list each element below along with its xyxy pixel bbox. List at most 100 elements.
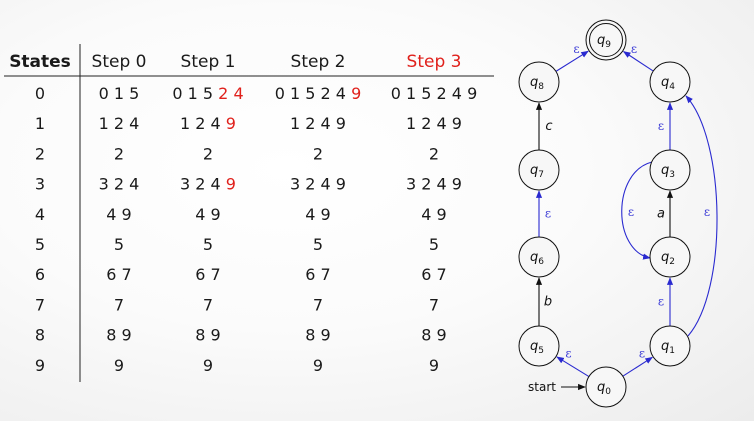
transition-label: ε bbox=[545, 207, 551, 221]
state-circle bbox=[649, 149, 691, 191]
state-circle bbox=[585, 366, 627, 408]
closure-cell: 5 bbox=[313, 235, 323, 254]
element: 8 9 bbox=[305, 326, 330, 345]
closure-cell: 5 bbox=[114, 235, 124, 254]
element: 1 2 4 9 bbox=[406, 114, 462, 133]
element: 3 2 4 bbox=[99, 175, 140, 194]
closure-cell: 4 9 bbox=[106, 205, 131, 224]
element: 8 9 bbox=[195, 326, 220, 345]
transition-edge bbox=[622, 51, 654, 72]
closure-cell: 0 1 5 2 4 9 bbox=[391, 84, 478, 103]
transition-label: ε bbox=[631, 42, 637, 56]
element: 0 1 5 2 4 bbox=[275, 84, 351, 103]
closure-cell: 3 2 4 9 bbox=[180, 175, 236, 194]
transition-label: ε bbox=[704, 205, 710, 219]
closure-cell: 8 9 bbox=[305, 326, 330, 345]
state-label: q0 bbox=[597, 380, 611, 397]
state-node-q7: q7 bbox=[518, 149, 560, 191]
state-label: q4 bbox=[661, 75, 675, 92]
state-circle bbox=[518, 236, 560, 278]
closure-cell: 7 bbox=[429, 295, 439, 314]
closure-cell: 0 1 5 bbox=[99, 84, 140, 103]
state-node-q1: q1 bbox=[649, 325, 691, 367]
state-cell: 8 bbox=[35, 326, 45, 345]
element: 7 bbox=[429, 295, 439, 314]
state-label: q3 bbox=[661, 163, 675, 180]
element: 4 9 bbox=[305, 205, 330, 224]
transition-edge bbox=[555, 50, 589, 72]
element: 9 bbox=[114, 356, 124, 375]
closure-cell: 9 bbox=[313, 356, 323, 375]
state-cell: 3 bbox=[35, 175, 45, 194]
element: 8 9 bbox=[106, 326, 131, 345]
new-element: 9 bbox=[226, 175, 236, 194]
column-header: States bbox=[9, 52, 71, 72]
closure-cell: 7 bbox=[313, 295, 323, 314]
state-label: q8 bbox=[530, 75, 544, 92]
element: 7 bbox=[313, 295, 323, 314]
accepting-ring bbox=[589, 23, 623, 57]
element: 2 bbox=[313, 144, 323, 163]
element: 7 bbox=[203, 295, 213, 314]
transition-label: ε bbox=[628, 205, 634, 219]
closure-cell: 8 9 bbox=[195, 326, 220, 345]
transition-label: c bbox=[545, 119, 552, 134]
start-label: start bbox=[528, 380, 556, 394]
element: 8 9 bbox=[421, 326, 446, 345]
closure-cell: 7 bbox=[114, 295, 124, 314]
closure-cell: 8 9 bbox=[106, 326, 131, 345]
state-node-q0: q0 bbox=[585, 366, 627, 408]
new-element: 9 bbox=[226, 114, 236, 133]
closure-cell: 7 bbox=[203, 295, 213, 314]
new-element: 2 4 bbox=[218, 84, 243, 103]
column-header: Step 2 bbox=[291, 52, 346, 72]
state-node-q9: q9 bbox=[585, 19, 627, 61]
closure-cell: 9 bbox=[203, 356, 213, 375]
closure-cell: 1 2 4 9 bbox=[290, 114, 346, 133]
element: 5 bbox=[429, 235, 439, 254]
element: 6 7 bbox=[421, 265, 446, 284]
state-node-q6: q6 bbox=[518, 236, 560, 278]
closure-cell: 2 bbox=[114, 144, 124, 163]
closure-cell: 2 bbox=[429, 144, 439, 163]
element: 9 bbox=[429, 356, 439, 375]
closure-cell: 1 2 4 9 bbox=[406, 114, 462, 133]
closure-cell: 6 7 bbox=[195, 265, 220, 284]
element: 7 bbox=[114, 295, 124, 314]
state-node-q5: q5 bbox=[518, 325, 560, 367]
state-cell: 0 bbox=[35, 84, 45, 103]
closure-cell: 8 9 bbox=[421, 326, 446, 345]
state-circle bbox=[518, 149, 560, 191]
element: 2 bbox=[429, 144, 439, 163]
element: 4 9 bbox=[106, 205, 131, 224]
state-circle bbox=[518, 61, 560, 103]
element: 2 bbox=[114, 144, 124, 163]
element: 6 7 bbox=[195, 265, 220, 284]
state-label: q6 bbox=[530, 250, 544, 267]
state-cell: 9 bbox=[35, 356, 45, 375]
state-circle bbox=[649, 325, 691, 367]
transition-edge bbox=[556, 356, 590, 378]
closure-cell: 9 bbox=[429, 356, 439, 375]
closure-cell: 0 1 5 2 4 bbox=[172, 84, 243, 103]
element: 9 bbox=[313, 356, 323, 375]
element: 6 7 bbox=[305, 265, 330, 284]
state-node-q8: q8 bbox=[518, 61, 560, 103]
element: 3 2 4 9 bbox=[406, 175, 462, 194]
element: 0 1 5 bbox=[172, 84, 218, 103]
closure-cell: 9 bbox=[114, 356, 124, 375]
element: 0 1 5 2 4 9 bbox=[391, 84, 478, 103]
closure-cell: 6 7 bbox=[305, 265, 330, 284]
closure-cell: 2 bbox=[313, 144, 323, 163]
state-label: q5 bbox=[530, 339, 544, 356]
transition-edge bbox=[685, 95, 718, 337]
column-header: Step 3 bbox=[407, 52, 462, 72]
column-header: Step 0 bbox=[92, 52, 147, 72]
transition-edge bbox=[621, 161, 653, 260]
state-label: q7 bbox=[530, 163, 544, 180]
closure-cell: 1 2 4 9 bbox=[180, 114, 236, 133]
element: 1 2 4 bbox=[99, 114, 140, 133]
state-circle bbox=[649, 236, 691, 278]
state-label: q1 bbox=[661, 339, 675, 356]
